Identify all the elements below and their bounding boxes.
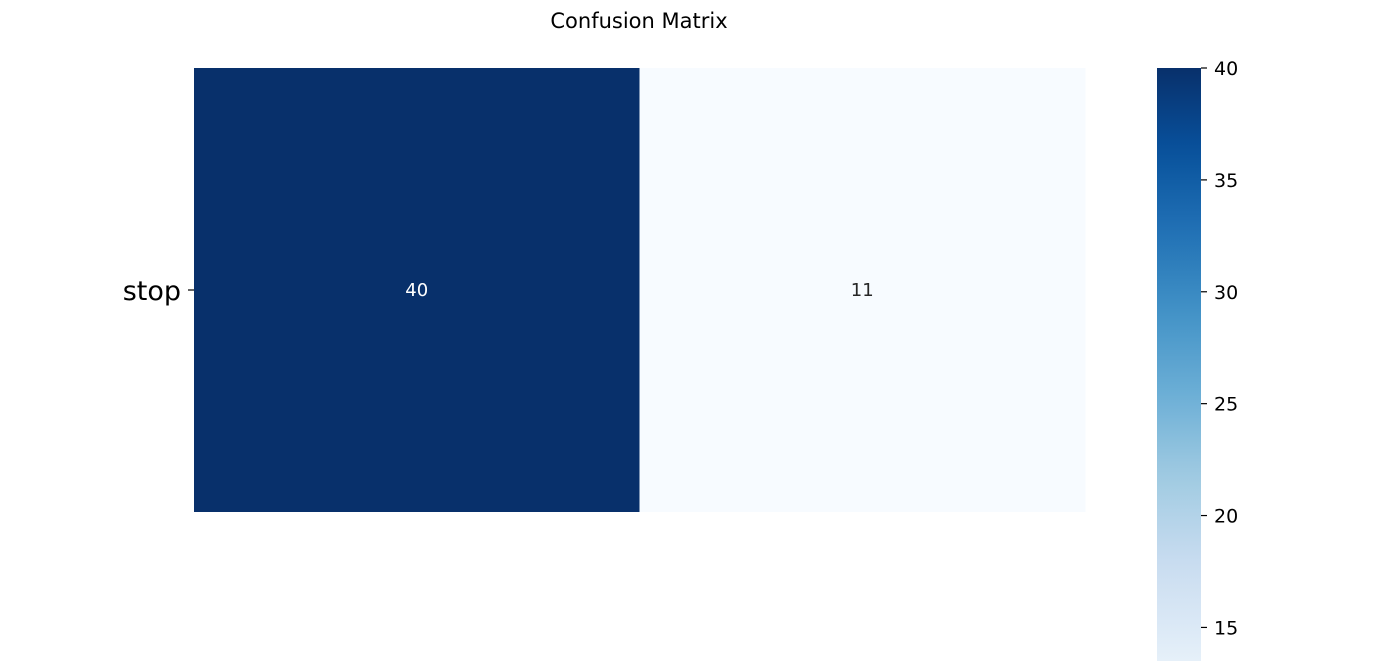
colorbar-ticks: 15 20 25 30 35 40 bbox=[1201, 58, 1238, 639]
colorbar-gradient bbox=[1157, 68, 1201, 661]
row-label-0: stop bbox=[123, 276, 181, 307]
colorbar-tick-label-1: 20 bbox=[1214, 506, 1238, 528]
colorbar-tick-label-2: 25 bbox=[1214, 394, 1238, 416]
heatmap-cell-label-r0-c1: 11 bbox=[851, 280, 874, 301]
colorbar-tick-label-5: 40 bbox=[1214, 58, 1238, 80]
colorbar: 15 20 25 30 35 40 bbox=[1157, 58, 1238, 661]
heatmap-cell-r0-c1 bbox=[639, 68, 1086, 512]
colorbar-tick-label-4: 35 bbox=[1214, 170, 1238, 192]
row-axis: stop bbox=[123, 276, 194, 307]
heatmap: 40 11 bbox=[194, 68, 1086, 512]
heatmap-cell-label-r0-c0: 40 bbox=[405, 280, 428, 301]
heatmap-cell-r0-c0 bbox=[194, 68, 640, 512]
colorbar-tick-label-3: 30 bbox=[1214, 282, 1238, 304]
colorbar-tick-label-0: 15 bbox=[1214, 617, 1238, 639]
chart-title: Confusion Matrix bbox=[550, 9, 727, 33]
